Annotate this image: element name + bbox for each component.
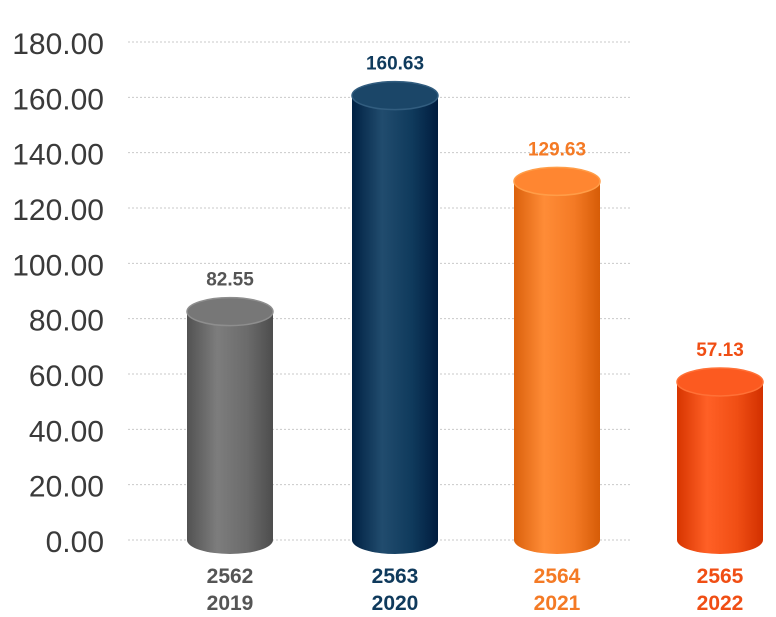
data-label: 82.55 [206,270,254,291]
x-tick-label-bottom: 2022 [697,592,744,612]
y-tick-label: 160.00 [12,83,104,116]
x-axis-ticks: 2562 2019 2563 2020 2564 2021 2565 2022 [207,565,744,615]
y-tick-label: 100.00 [12,249,104,282]
bar-body [187,311,273,554]
y-tick-label: 0.00 [46,526,104,559]
data-label: 160.63 [366,54,424,75]
y-tick-label: 60.00 [29,360,104,393]
bar-body [352,95,438,554]
bar [676,367,764,554]
bar-cap [676,367,764,397]
y-tick-label: 140.00 [12,139,104,172]
data-labels: 82.55 160.63 129.63 57.13 [206,54,744,361]
y-tick-label: 180.00 [12,28,104,61]
x-tick-label-top: 2563 [372,565,419,588]
y-tick-label: 120.00 [12,194,104,227]
x-tick-label-bottom: 2020 [372,592,419,612]
bars [186,80,764,554]
x-tick-label-bottom: 2019 [207,592,254,612]
bar [186,296,274,554]
y-axis-ticks: 0.00 20.00 40.00 60.00 80.00 100.00 120.00 140.… [12,28,104,559]
y-tick-label: 80.00 [29,305,104,338]
bar-cap [513,166,601,197]
bar [513,166,601,554]
bar-cap [351,80,439,111]
bar-body [677,381,763,554]
data-label: 129.63 [528,139,586,160]
x-tick-label-top: 2564 [534,565,581,588]
y-tick-label: 20.00 [29,471,104,504]
y-tick-label: 40.00 [29,415,104,448]
bar-body [514,181,600,554]
bar-cap [186,296,274,327]
bar [351,80,439,554]
x-tick-label-bottom: 2021 [534,592,581,612]
x-tick-label-top: 2562 [207,565,254,588]
x-tick-label-top: 2565 [697,565,744,588]
data-label: 57.13 [696,340,744,361]
